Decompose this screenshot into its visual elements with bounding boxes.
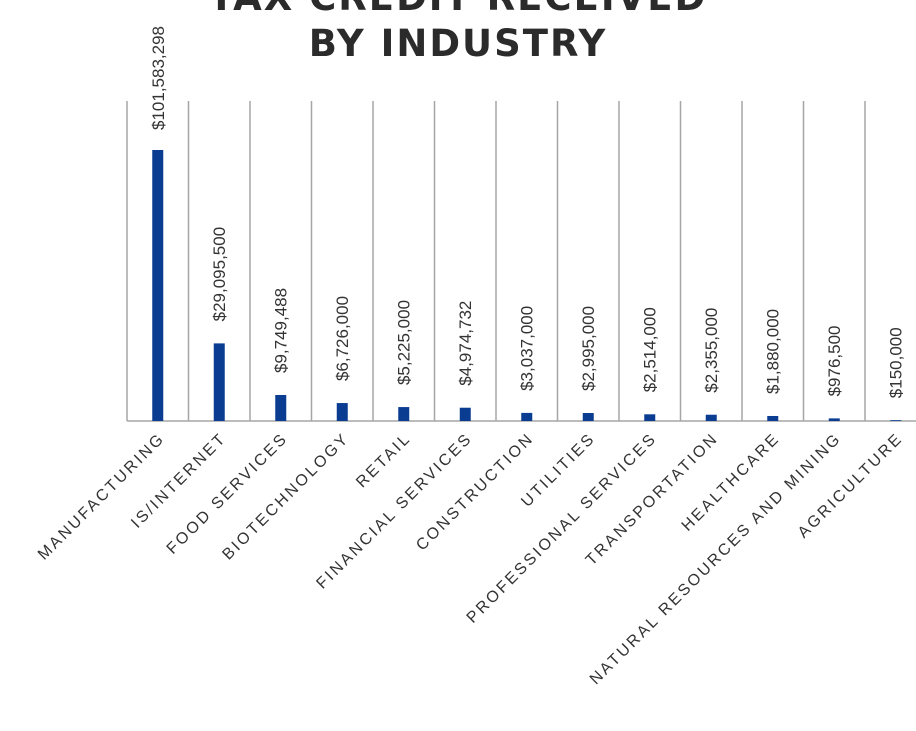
bar — [828, 418, 840, 421]
data-label: $9,749,488 — [272, 288, 291, 373]
bar — [213, 343, 225, 421]
bar — [459, 407, 471, 421]
category-label: MANUFACTURING — [35, 430, 169, 564]
data-label: $2,514,000 — [641, 307, 660, 392]
data-label: $101,583,298 — [149, 26, 168, 130]
bar — [336, 403, 348, 421]
bar — [582, 413, 594, 421]
data-label: $29,095,500 — [210, 227, 229, 322]
data-label: $5,225,000 — [395, 300, 414, 385]
bar — [767, 415, 779, 421]
data-label: $2,355,000 — [702, 308, 721, 393]
chart-title-line-2: BY INDUSTRY — [308, 22, 608, 65]
data-label: $4,974,732 — [456, 301, 475, 386]
data-label: $1,880,000 — [764, 309, 783, 394]
data-label: $150,000 — [887, 327, 906, 398]
category-label: CONSTRUCTION — [413, 430, 537, 554]
data-label: $2,995,000 — [579, 306, 598, 391]
data-label: $6,726,000 — [333, 296, 352, 381]
chart-title-line-1: TAX CREDIT RECEIVED — [0, 0, 916, 18]
category-label: RETAIL — [353, 430, 414, 491]
bar — [521, 412, 533, 421]
data-label: $3,037,000 — [518, 306, 537, 391]
bar — [152, 150, 164, 421]
bar — [890, 420, 902, 421]
category-label: BIOTECHNOLOGY — [219, 430, 353, 564]
bar — [275, 394, 287, 421]
category-label: AGRICULTURE — [795, 430, 907, 542]
bar — [398, 407, 410, 421]
category-label: FOOD SERVICES — [164, 430, 292, 558]
bar — [644, 414, 656, 421]
bar — [705, 414, 717, 421]
data-label: $976,500 — [825, 325, 844, 396]
